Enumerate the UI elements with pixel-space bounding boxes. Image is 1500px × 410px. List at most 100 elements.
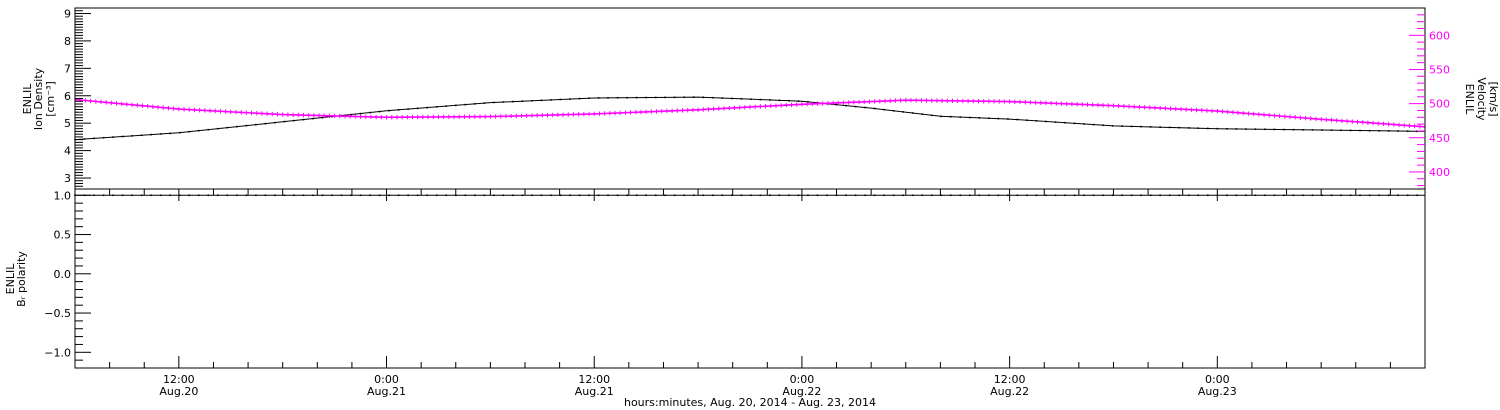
top-left-tick-label: 6: [64, 90, 71, 103]
ion-density-point: [283, 120, 286, 123]
ion-density-point: [264, 122, 267, 125]
ion-density-point: [178, 131, 181, 134]
ion-density-point: [902, 111, 904, 113]
br-polarity-point: [293, 194, 295, 197]
ion-density-point: [797, 100, 800, 102]
bottom-left-tick-label: 0.0: [54, 268, 72, 281]
br-polarity-point: [921, 194, 924, 197]
ion-density-point: [1092, 123, 1095, 126]
top-right-tick-label: 600: [1429, 29, 1450, 42]
ion-density-point: [1035, 120, 1038, 122]
ion-density-point: [1321, 129, 1323, 131]
ion-density-point: [1264, 128, 1266, 131]
br-polarity-point: [321, 194, 324, 197]
ion-density-point: [845, 104, 847, 107]
ion-density-point: [1054, 121, 1057, 123]
ion-density-point: [664, 96, 666, 99]
ion-density-point: [1254, 128, 1257, 130]
ion-density-point: [807, 101, 809, 103]
ion-density-point: [321, 116, 324, 119]
ion-density-point: [312, 117, 314, 120]
ion-density-point: [1064, 121, 1066, 124]
br-polarity-point: [711, 194, 714, 197]
ion-density-point: [1149, 126, 1152, 128]
ion-density-point: [216, 127, 219, 130]
br-polarity-point: [407, 194, 409, 197]
ion-density-point: [1159, 126, 1161, 128]
bottom-left-tick-label: −1.0: [44, 346, 71, 359]
ion-density-point: [578, 97, 581, 100]
br-polarity-point: [864, 194, 866, 197]
br-polarity-point: [1064, 194, 1066, 197]
ion-density-point: [835, 103, 838, 106]
ion-density-point: [159, 133, 162, 135]
br-polarity-point: [1130, 194, 1133, 197]
ion-density-point: [493, 101, 495, 104]
br-polarity-point: [969, 194, 971, 197]
br-polarity-point: [1054, 194, 1057, 197]
br-polarity-point: [245, 194, 248, 197]
ion-density-point: [197, 129, 200, 132]
br-polarity-point: [207, 194, 210, 197]
ion-density-point: [112, 136, 114, 138]
ion-density-point: [921, 113, 924, 115]
br-polarity-point: [197, 194, 200, 197]
ion-density-point: [435, 106, 438, 108]
ion-density-point: [169, 132, 171, 135]
ion-density-point: [1406, 130, 1409, 132]
br-polarity-point: [1378, 194, 1380, 197]
br-polarity-point: [521, 194, 524, 197]
br-polarity-point: [1349, 194, 1352, 197]
br-polarity-point: [1168, 194, 1171, 197]
ion-density-point: [873, 107, 876, 110]
x-tick-date-label: Aug.22: [782, 385, 821, 398]
ion-density-point: [83, 138, 86, 140]
ion-density-point: [1368, 129, 1371, 132]
ion-density-point: [140, 134, 143, 137]
br-polarity-point: [559, 194, 562, 197]
ion-density-point: [512, 100, 514, 103]
br-polarity-point: [255, 194, 257, 197]
br-polarity-point: [692, 194, 695, 197]
ion-density-point: [731, 97, 733, 100]
br-polarity-point: [1264, 194, 1266, 197]
br-polarity-point: [1368, 194, 1371, 197]
br-polarity-point: [1340, 194, 1342, 197]
ion-density-point: [378, 110, 381, 113]
br-polarity-point: [635, 194, 638, 197]
br-polarity-point: [597, 194, 600, 197]
br-polarity-point: [930, 194, 933, 197]
ion-density-point: [121, 135, 124, 138]
br-polarity-point: [1111, 194, 1114, 197]
br-polarity-point: [1026, 194, 1028, 197]
bottom-panel-frame: [74, 188, 1426, 369]
x-tick-date-label: Aug.21: [575, 385, 614, 398]
br-polarity-point: [131, 194, 133, 197]
ion-density-point: [550, 99, 552, 101]
br-polarity-point: [1397, 194, 1399, 197]
ion-density-point: [407, 108, 409, 110]
x-tick-date-label: Aug.22: [990, 385, 1029, 398]
ion-density-point: [1073, 122, 1076, 125]
ion-density-point: [1245, 128, 1247, 130]
br-polarity-point: [778, 194, 781, 197]
br-polarity-point: [645, 194, 647, 197]
br-polarity-point: [616, 194, 619, 197]
ion-density-point: [359, 112, 362, 115]
ion-density-point: [245, 124, 248, 127]
br-polarity-point: [1387, 194, 1390, 197]
br-polarity-point: [474, 194, 476, 197]
ion-density-point: [949, 115, 952, 118]
ion-density-point: [1273, 128, 1276, 131]
ion-density-point: [978, 117, 981, 119]
br-polarity-point: [512, 194, 514, 197]
br-polarity-point: [759, 194, 762, 197]
ion-density-point: [150, 133, 152, 136]
br-polarity-point: [988, 194, 990, 197]
br-polarity-point: [626, 194, 628, 197]
br-polarity-point: [607, 194, 609, 197]
br-polarity-point: [578, 194, 581, 197]
top-right-axis-label-line1: ENLIL: [1463, 84, 1476, 116]
br-polarity-point: [216, 194, 219, 197]
